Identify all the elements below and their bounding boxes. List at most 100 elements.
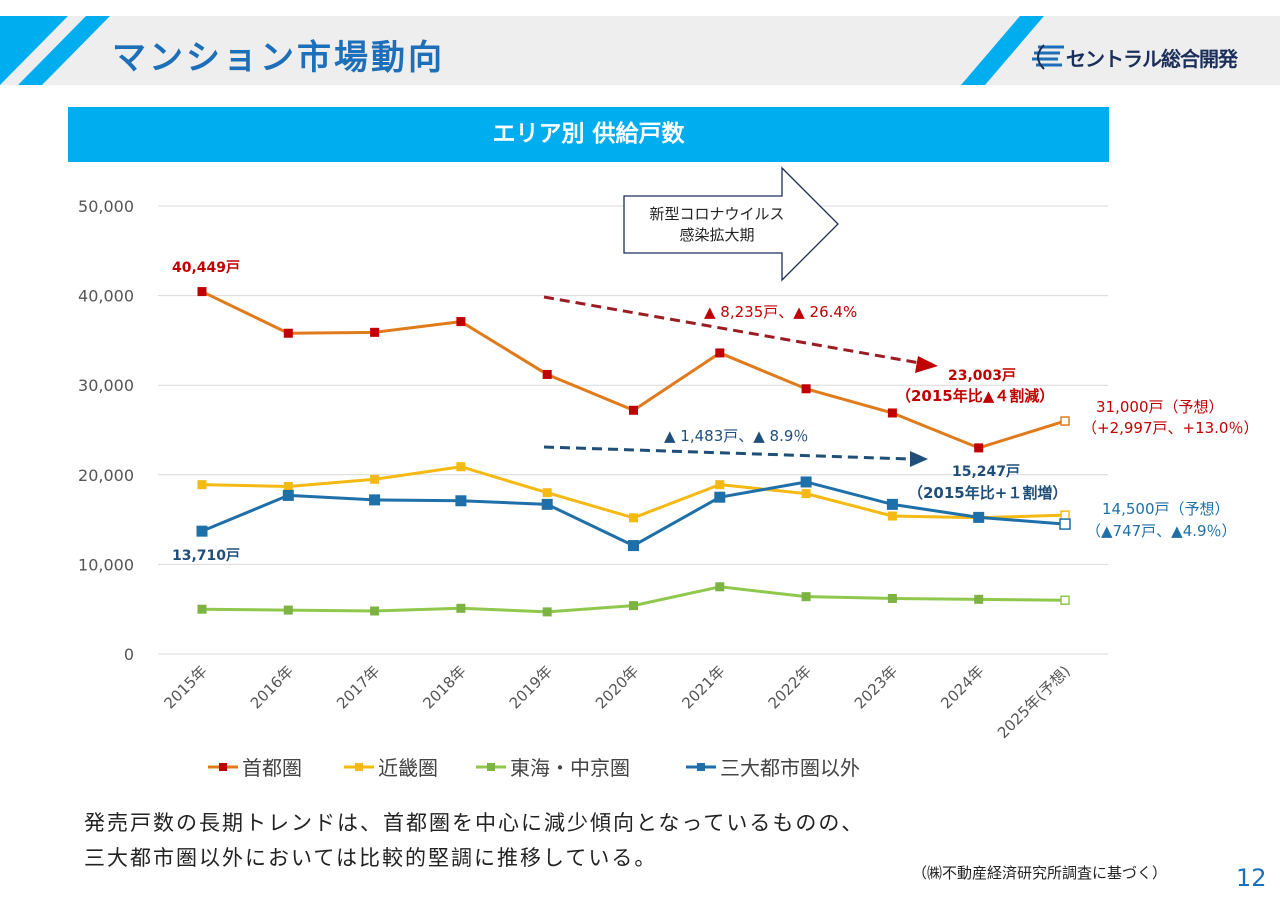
page-number: 12 bbox=[1236, 864, 1267, 892]
data-point bbox=[283, 481, 293, 491]
x-axis-labels: 2015年 2016年 2017年 2018年 2019年 2020年 2021年 2022年… bbox=[160, 662, 1073, 742]
data-point bbox=[456, 317, 466, 327]
right-stripe-1 bbox=[961, 16, 1044, 85]
data-point bbox=[801, 592, 811, 602]
gridlines bbox=[158, 205, 1108, 655]
legend-item: 首都圏 bbox=[208, 756, 302, 780]
other-trend-arrow bbox=[543, 445, 928, 467]
data-point bbox=[800, 476, 812, 488]
data-point bbox=[801, 489, 811, 499]
legend-marker bbox=[355, 763, 363, 771]
legend: 首都圏 近畿圏 東海・中京圏 三大都市圏以外 bbox=[208, 756, 860, 780]
data-point bbox=[887, 408, 897, 418]
x-tick-label: 2024年 bbox=[937, 662, 987, 712]
covid-arrow-annotation: 新型コロナウイルス 感染拡大期 bbox=[623, 166, 839, 282]
data-point bbox=[715, 582, 725, 592]
data-point bbox=[197, 480, 207, 490]
data-point bbox=[629, 601, 638, 611]
source-note: （㈱不動産経済研究所調査に基づく） bbox=[912, 864, 1168, 882]
data-point bbox=[887, 593, 897, 603]
data-point bbox=[974, 594, 984, 604]
x-tick-label: 2025年(予想) bbox=[994, 662, 1074, 742]
data-point bbox=[197, 604, 207, 614]
chart-title: エリア別 供給戸数 bbox=[68, 107, 1109, 162]
data-point bbox=[370, 606, 380, 616]
legend-item: 東海・中京圏 bbox=[476, 756, 630, 780]
data-point bbox=[369, 494, 381, 506]
legend-marker bbox=[487, 763, 495, 771]
summary-line-2: 三大都市圏以外においては比較的堅調に推移している。 bbox=[84, 846, 658, 870]
x-tick-label: 2017年 bbox=[333, 662, 383, 712]
x-tick-label: 2015年 bbox=[160, 662, 210, 712]
covid-arrow-shape bbox=[623, 166, 839, 282]
tokyo-2025-label: 31,000戸（予想） bbox=[1096, 398, 1224, 416]
legend-label: 近畿圏 bbox=[378, 756, 438, 780]
tokyo-change-label: ▲ 8,235戸、▲ 26.4% bbox=[704, 303, 857, 321]
legend-marker bbox=[219, 763, 227, 771]
logo-text: セントラル総合開発 bbox=[1066, 46, 1238, 71]
company-logo: セントラル総合開発 bbox=[1030, 40, 1238, 74]
covid-label-line2: 感染拡大期 bbox=[679, 226, 754, 244]
x-tick-label: 2020年 bbox=[592, 662, 642, 712]
other-2024-label: 15,247戸 bbox=[952, 464, 1020, 480]
data-point bbox=[1060, 510, 1070, 520]
other-change-label: ▲ 1,483戸、▲ 8.9％ bbox=[664, 427, 808, 445]
left-stripe-1 bbox=[0, 16, 68, 85]
tokyo-trend-arrow bbox=[543, 295, 938, 373]
other-2025-label: 14,500戸（予想） bbox=[1102, 500, 1230, 518]
data-point bbox=[456, 462, 466, 472]
other-2025-note: （▲747戸、▲4.9％） bbox=[1086, 522, 1237, 540]
tokyo-2024-note: （2015年比▲４割減） bbox=[896, 387, 1054, 405]
x-tick-label: 2018年 bbox=[419, 662, 469, 712]
data-point bbox=[714, 491, 726, 503]
data-point bbox=[715, 348, 725, 358]
data-point bbox=[455, 495, 467, 507]
data-point bbox=[629, 513, 638, 523]
tokyo-2024-label: 23,003戸 bbox=[948, 368, 1016, 384]
series-東海・中京圏 bbox=[197, 582, 1070, 617]
data-point bbox=[887, 511, 897, 521]
data-point bbox=[1059, 518, 1071, 530]
data-point bbox=[282, 489, 294, 501]
y-tick-label: 40,000 bbox=[78, 287, 134, 306]
y-axis-labels: 0 10,000 20,000 30,000 40,000 50,000 bbox=[78, 197, 134, 664]
x-tick-label: 2016年 bbox=[247, 662, 297, 712]
tokyo-2015-label: 40,449戸 bbox=[172, 260, 240, 276]
x-tick-label: 2022年 bbox=[765, 662, 815, 712]
data-point bbox=[542, 369, 552, 379]
data-point bbox=[1060, 595, 1070, 605]
data-point bbox=[283, 605, 293, 615]
data-point bbox=[541, 498, 553, 510]
legend-label: 東海・中京圏 bbox=[510, 756, 630, 780]
series-lines bbox=[196, 287, 1071, 617]
logo-mark-icon bbox=[1032, 44, 1064, 70]
covid-label-line1: 新型コロナウイルス bbox=[649, 205, 784, 223]
y-tick-label: 50,000 bbox=[78, 197, 134, 216]
y-tick-label: 30,000 bbox=[78, 376, 134, 395]
other-2015-label: 13,710戸 bbox=[172, 548, 240, 564]
data-point bbox=[542, 488, 552, 498]
other-2024-note: （2015年比+１割増） bbox=[908, 484, 1067, 502]
y-tick-label: 20,000 bbox=[78, 466, 134, 485]
series-line bbox=[201, 290, 1066, 450]
legend-item: 三大都市圏以外 bbox=[686, 756, 860, 780]
data-point bbox=[542, 607, 552, 617]
data-point bbox=[196, 525, 208, 537]
header-stripes bbox=[0, 16, 1044, 85]
data-point bbox=[370, 474, 380, 484]
header-bar bbox=[0, 16, 1280, 85]
data-point bbox=[1060, 416, 1070, 426]
y-tick-label: 0 bbox=[124, 645, 134, 664]
legend-item: 近畿圏 bbox=[344, 756, 438, 780]
summary-text: 発売戸数の長期トレンドは、首都圏を中心に減少傾向となっているものの、 三大都市圏… bbox=[84, 806, 864, 876]
legend-label: 首都圏 bbox=[242, 756, 302, 780]
left-stripe-2 bbox=[18, 16, 110, 85]
data-point bbox=[456, 603, 466, 613]
tokyo-2025-note: （+2,997戸、+13.0％） bbox=[1082, 419, 1258, 437]
legend-marker bbox=[697, 763, 705, 771]
series-首都圏 bbox=[197, 287, 1070, 453]
slide-title: マンション市場動向 bbox=[112, 38, 445, 78]
x-tick-label: 2021年 bbox=[678, 662, 728, 712]
legend-label: 三大都市圏以外 bbox=[720, 756, 860, 780]
